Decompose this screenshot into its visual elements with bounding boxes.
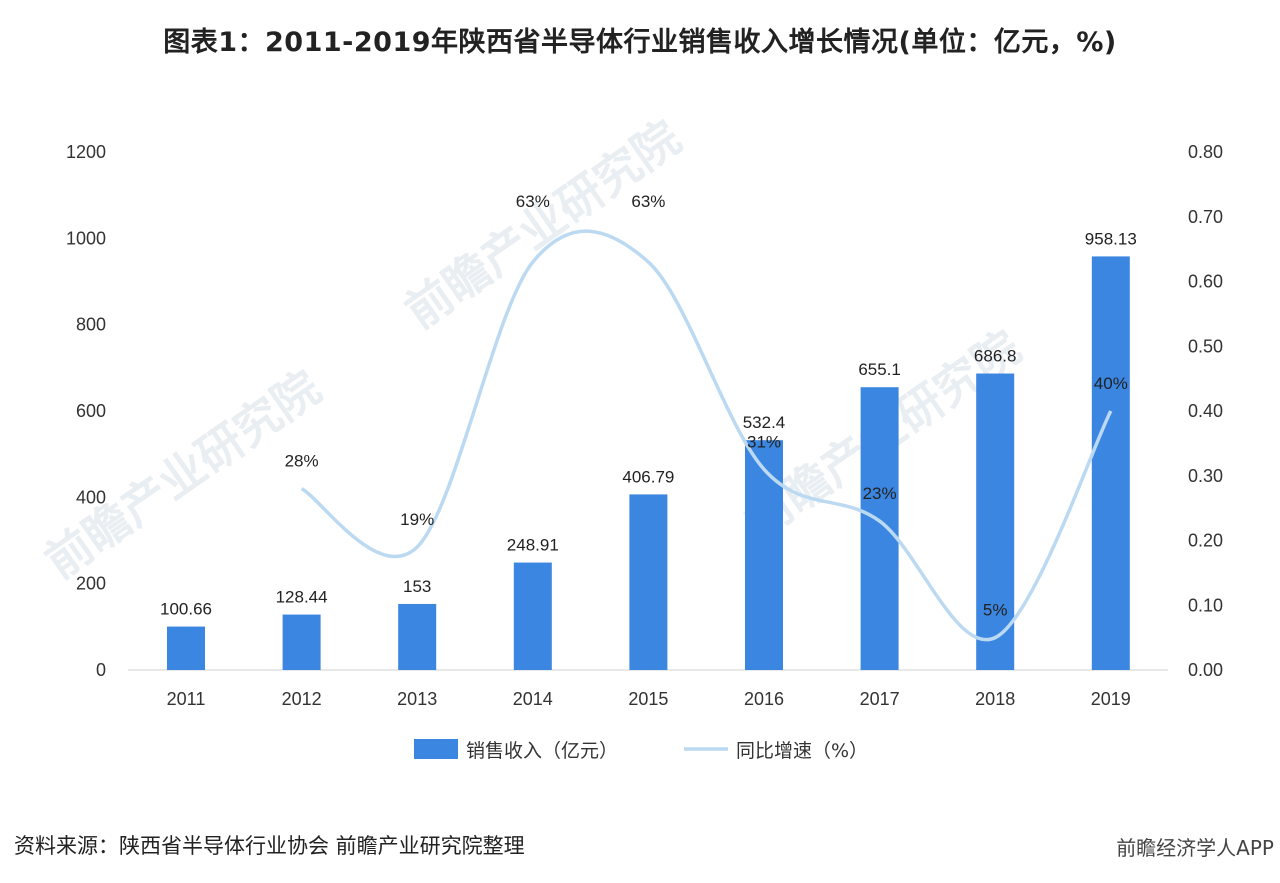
bar	[282, 614, 321, 670]
y-left-tick: 1000	[66, 228, 106, 248]
x-tick: 2016	[744, 689, 784, 709]
x-tick: 2017	[860, 689, 900, 709]
line-label: 19%	[400, 510, 434, 529]
bar	[167, 626, 205, 670]
x-tick: 2018	[975, 689, 1015, 709]
x-tick: 2015	[628, 689, 668, 709]
y-left-tick: 800	[76, 315, 106, 335]
chart-title: 图表1：2011-2019年陕西省半导体行业销售收入增长情况(单位：亿元，%)	[163, 27, 1117, 58]
line-label: 31%	[747, 432, 781, 451]
y-left-tick: 0	[96, 660, 106, 680]
y-right-tick: 0.10	[1188, 595, 1223, 615]
bar	[745, 440, 783, 670]
line-label: 23%	[863, 484, 897, 503]
y-right-tick: 0.40	[1188, 401, 1223, 421]
bar-label: 532.4	[743, 413, 786, 432]
y-left-tick: 600	[76, 401, 106, 421]
bar	[860, 387, 899, 670]
bar	[1091, 256, 1130, 670]
legend-line-label: 同比增速（%）	[736, 740, 868, 762]
bar-label: 100.66	[160, 600, 212, 619]
bar-label: 406.79	[622, 467, 674, 486]
line-label: 63%	[631, 192, 665, 211]
legend-bar-swatch	[414, 739, 458, 759]
bar-label: 686.8	[974, 347, 1017, 366]
line-label: 63%	[516, 192, 550, 211]
y-right-tick: 0.70	[1188, 207, 1223, 227]
line-label: 40%	[1094, 374, 1128, 393]
y-right-tick: 0.20	[1188, 531, 1223, 551]
bar-label: 655.1	[858, 360, 901, 379]
line-label: 5%	[983, 601, 1008, 620]
y-right-tick: 0.60	[1188, 272, 1223, 292]
bar	[398, 603, 437, 670]
y-left-tick: 400	[76, 487, 106, 507]
y-right-tick: 0.00	[1188, 660, 1223, 680]
x-tick: 2013	[397, 689, 437, 709]
bar	[976, 373, 1015, 670]
source-note: 资料来源：陕西省半导体行业协会 前瞻产业研究院整理	[14, 834, 525, 858]
watermark: 前瞻产业研究院	[35, 360, 330, 589]
line-label: 28%	[285, 452, 319, 471]
brand-label: 前瞻经济学人APP	[1116, 836, 1274, 860]
y-right-tick: 0.30	[1188, 466, 1223, 486]
y-right-tick: 0.50	[1188, 336, 1223, 356]
y-left-tick: 1200	[66, 142, 106, 162]
x-tick: 2012	[282, 689, 322, 709]
bar-label: 128.44	[276, 588, 328, 607]
bar-label: 153	[403, 577, 431, 596]
bar	[513, 562, 552, 670]
y-left-tick: 200	[76, 574, 106, 594]
legend-bar-label: 销售收入（亿元）	[466, 740, 618, 762]
y-right-tick: 0.80	[1188, 142, 1223, 162]
bar	[629, 494, 668, 670]
bar-label: 248.91	[507, 536, 559, 555]
bar-label: 958.13	[1085, 229, 1137, 248]
growth-line	[300, 229, 1113, 642]
x-tick: 2014	[513, 689, 553, 709]
x-tick: 2011	[167, 689, 206, 709]
watermark: 前瞻产业研究院	[395, 110, 690, 339]
x-tick: 2019	[1091, 689, 1131, 709]
